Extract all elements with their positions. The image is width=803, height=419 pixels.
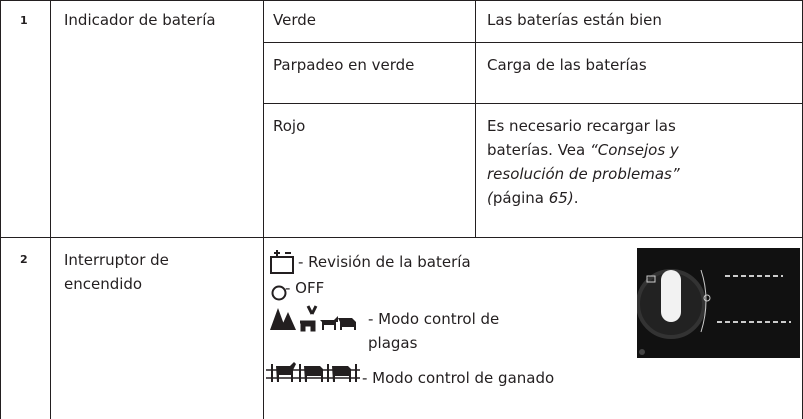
state: Parpadeo en verde [273, 56, 415, 74]
border [0, 237, 803, 238]
wildlife-icon [270, 305, 356, 332]
description: Es necesario recargar las baterías. Vea … [487, 114, 712, 210]
text: Carga de las baterías [487, 56, 647, 74]
text: “Consejos y resolución de problemas” ( [487, 141, 680, 207]
border [263, 0, 264, 419]
item: - Revisión de la batería [298, 253, 471, 271]
livestock-icon [266, 362, 360, 382]
battery-icon [270, 250, 294, 274]
description: Carga de las baterías [487, 53, 787, 77]
state: Rojo [273, 117, 306, 135]
description: Las baterías están bien [487, 8, 787, 32]
row-label: Interruptor de encendido [64, 251, 169, 293]
row-number: 2 [20, 253, 28, 266]
border [263, 103, 803, 104]
text: Es necesario recargar las baterías. Vea [487, 117, 676, 159]
off-icon [271, 285, 287, 301]
item: - Modo control de ganado [362, 369, 555, 387]
border [0, 0, 1, 419]
text: . [573, 189, 579, 207]
text: 65) [548, 189, 574, 207]
item: - Modo control de plagas [368, 310, 500, 352]
border [0, 0, 803, 1]
knob-photo [637, 248, 800, 358]
row-number: 1 [20, 14, 28, 27]
item: - OFF [285, 279, 325, 297]
border [263, 42, 803, 43]
border [50, 0, 51, 419]
border [475, 0, 476, 237]
row-label: Indicador de batería [64, 11, 216, 29]
text: página [492, 189, 549, 207]
state: Verde [273, 11, 316, 29]
text: Las baterías están bien [487, 11, 662, 29]
